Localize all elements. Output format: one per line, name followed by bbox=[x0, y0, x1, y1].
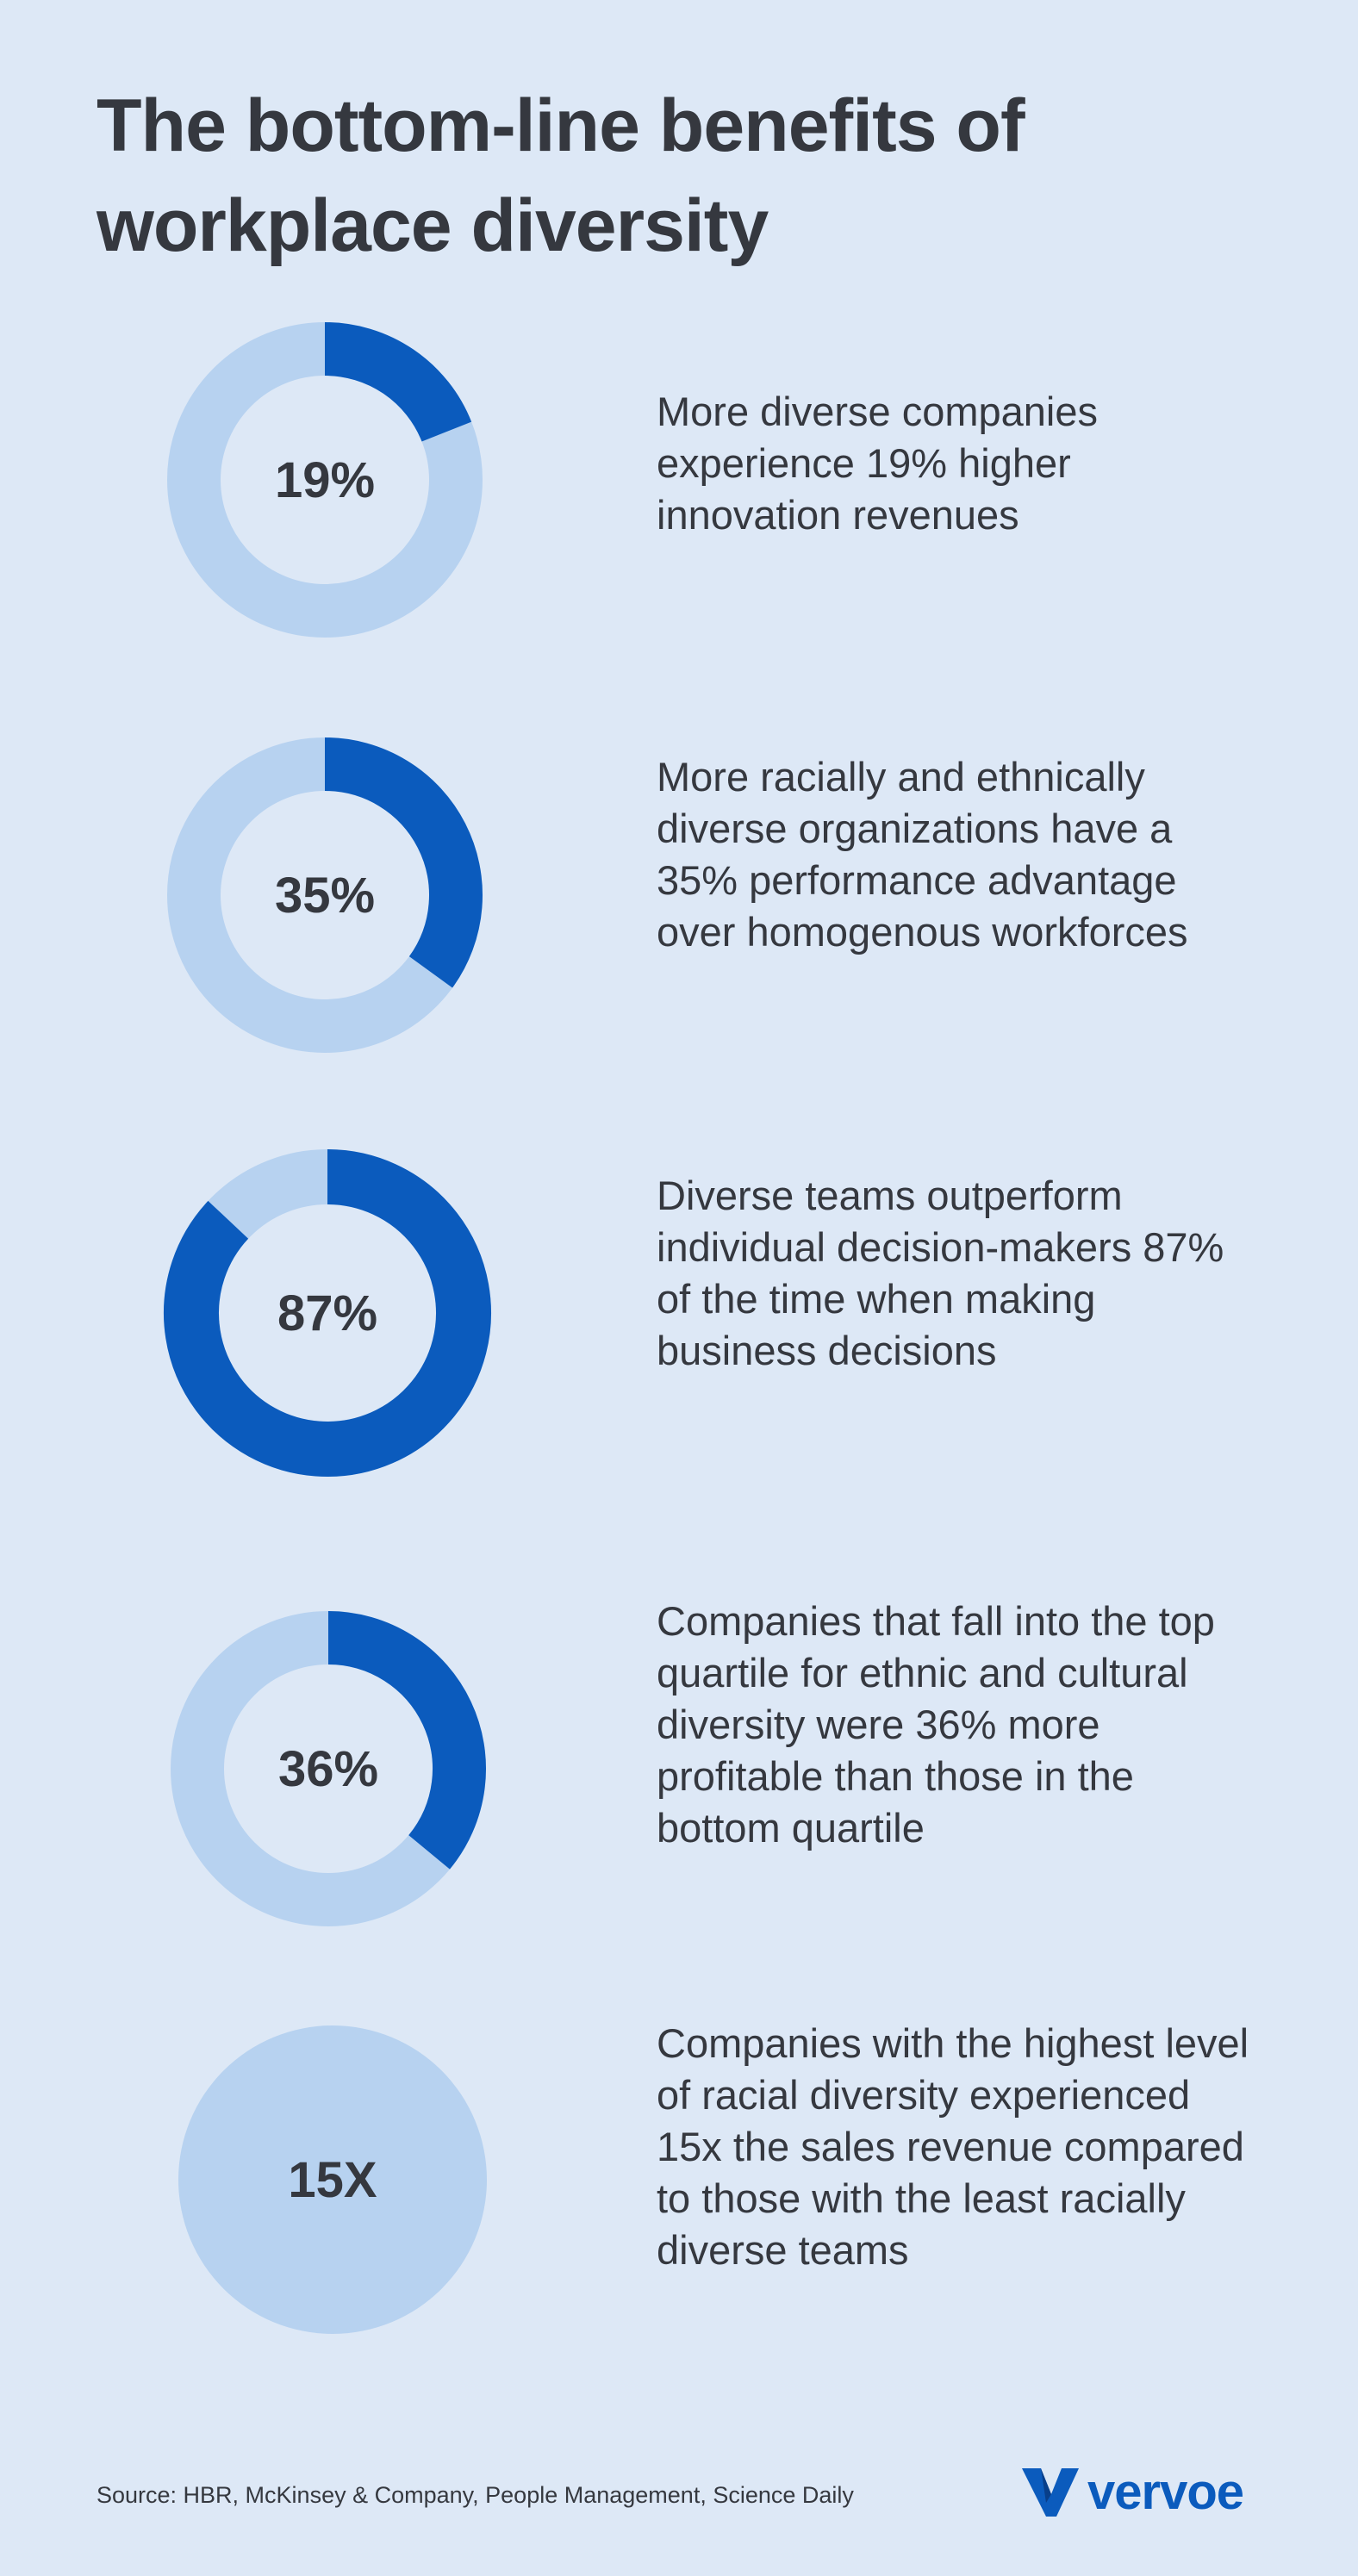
donut-svg-5: 15X bbox=[178, 2025, 487, 2334]
donut-value-label: 36% bbox=[278, 1741, 378, 1797]
donut-chart-4: 36% bbox=[169, 1609, 488, 1928]
page-title: The bottom-line benefits of workplace di… bbox=[97, 84, 1025, 267]
vervoe-v-logo-icon bbox=[1022, 2468, 1079, 2517]
donut-value-label: 87% bbox=[277, 1285, 377, 1341]
vervoe-logo: vervoe bbox=[1022, 2462, 1244, 2523]
donut-value-label: 35% bbox=[275, 868, 375, 924]
donut-svg-3: 87% bbox=[164, 1149, 491, 1477]
multiplier-disc bbox=[178, 2025, 487, 2334]
donut-arc bbox=[164, 1149, 491, 1477]
source-note: Source: HBR, McKinsey & Company, People … bbox=[97, 2482, 854, 2508]
donut-chart-5: 15X bbox=[178, 2025, 488, 2335]
donut-chart-1: 19% bbox=[165, 320, 484, 639]
donut-chart-3: 87% bbox=[164, 1149, 491, 1477]
stat-description: Diverse teams outperform individual deci… bbox=[657, 1173, 1224, 1373]
donut-arc bbox=[327, 1611, 486, 1870]
donut-svg-1: 19% bbox=[167, 322, 483, 638]
stat-description: Companies that fall into the top quartil… bbox=[657, 1598, 1215, 1851]
donut-svg-4: 36% bbox=[171, 1611, 486, 1926]
logo-wordmark: vervoe bbox=[1087, 2464, 1244, 2520]
donut-arc bbox=[324, 322, 472, 443]
donut-value-label: 15X bbox=[288, 2152, 377, 2208]
stat-description: Companies with the highest level of raci… bbox=[657, 2020, 1249, 2273]
donut-value-label: 19% bbox=[275, 452, 375, 508]
stat-description: More racially and ethnically diverse org… bbox=[657, 754, 1188, 955]
stat-description: More diverse companies experience 19% hi… bbox=[657, 389, 1098, 538]
donut-svg-2: 35% bbox=[167, 737, 483, 1053]
donut-chart-2: 35% bbox=[165, 736, 484, 1055]
donut-arc bbox=[324, 737, 483, 988]
